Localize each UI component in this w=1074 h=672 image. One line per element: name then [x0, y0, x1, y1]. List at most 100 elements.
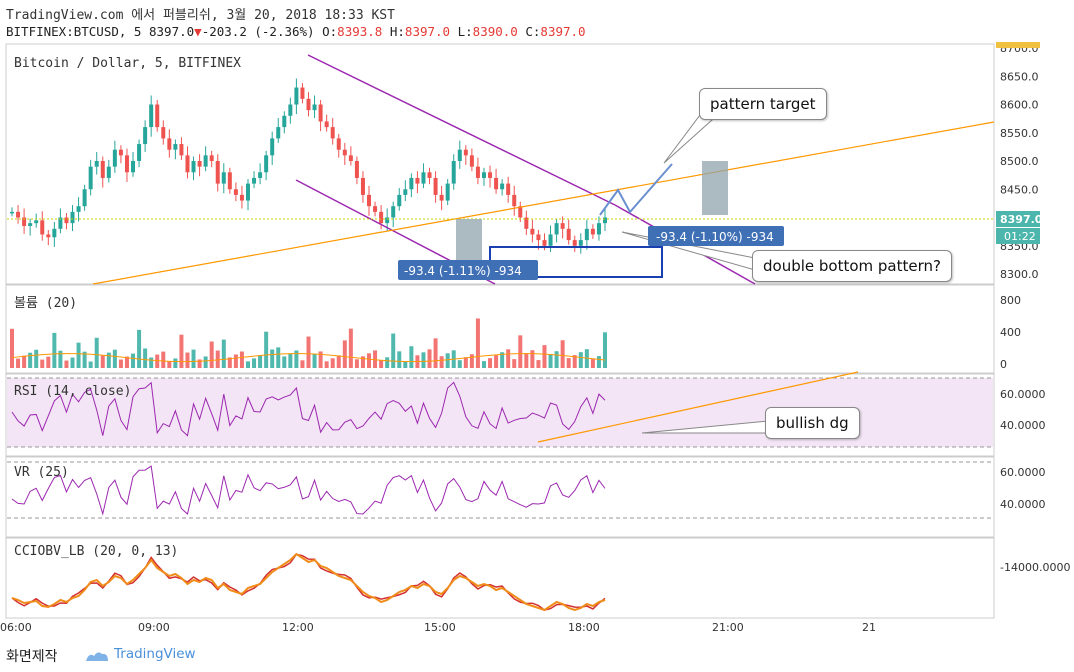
volume-bar[interactable]: [82, 351, 87, 368]
volume-bar[interactable]: [191, 349, 196, 368]
candle-body[interactable]: [28, 223, 33, 226]
volume-bar[interactable]: [542, 345, 547, 368]
candle-body[interactable]: [155, 104, 160, 128]
volume-bar[interactable]: [324, 361, 329, 368]
candle-body[interactable]: [282, 115, 287, 128]
candle-body[interactable]: [354, 161, 359, 178]
candle-body[interactable]: [76, 206, 81, 212]
channel-upper-line[interactable]: [307, 54, 616, 206]
candle-body[interactable]: [379, 211, 384, 224]
rsi-trend-line[interactable]: [537, 371, 859, 443]
candle-body[interactable]: [524, 217, 529, 229]
volume-bar[interactable]: [203, 356, 208, 368]
volume-bar[interactable]: [488, 358, 493, 368]
candle-body[interactable]: [106, 166, 111, 178]
chart-svg[interactable]: 8700.08650.08600.08550.08500.08450.08400…: [0, 41, 1074, 641]
volume-bar[interactable]: [161, 351, 166, 368]
volume-bar[interactable]: [300, 360, 305, 368]
volume-bar[interactable]: [469, 354, 474, 368]
candle-body[interactable]: [10, 211, 14, 214]
candle-body[interactable]: [554, 223, 559, 235]
volume-bar[interactable]: [112, 349, 117, 368]
candle-body[interactable]: [451, 161, 456, 184]
candle-body[interactable]: [488, 172, 493, 178]
volume-bar[interactable]: [475, 318, 480, 368]
volume-bar[interactable]: [239, 351, 244, 368]
volume-bar[interactable]: [379, 360, 384, 368]
candle-body[interactable]: [603, 217, 607, 224]
candle-body[interactable]: [312, 104, 317, 111]
volume-bar[interactable]: [52, 332, 57, 368]
candle-body[interactable]: [191, 161, 196, 173]
volume-bar[interactable]: [258, 355, 263, 368]
candle-body[interactable]: [161, 127, 166, 139]
candle-body[interactable]: [397, 194, 402, 207]
volume-bar[interactable]: [16, 358, 21, 368]
candle-body[interactable]: [124, 155, 129, 173]
candle-body[interactable]: [149, 104, 154, 128]
volume-bar[interactable]: [137, 329, 142, 368]
candle-body[interactable]: [336, 138, 341, 150]
volume-bar[interactable]: [149, 357, 154, 368]
volume-bar[interactable]: [548, 354, 553, 368]
candle-body[interactable]: [348, 155, 353, 161]
volume-bar[interactable]: [385, 357, 390, 368]
volume-bar[interactable]: [348, 328, 353, 368]
candle-body[interactable]: [494, 177, 499, 190]
volume-bar[interactable]: [494, 355, 499, 368]
candle-body[interactable]: [512, 194, 517, 207]
candle-body[interactable]: [415, 177, 420, 184]
volume-bar[interactable]: [70, 357, 75, 368]
candle-body[interactable]: [288, 104, 293, 116]
volume-bar[interactable]: [560, 340, 565, 368]
candle-body[interactable]: [542, 240, 547, 246]
candle-body[interactable]: [409, 177, 414, 190]
volume-bar[interactable]: [397, 351, 402, 368]
candle-body[interactable]: [391, 206, 396, 218]
volume-bar[interactable]: [264, 331, 269, 368]
volume-bar[interactable]: [252, 358, 257, 368]
candle-body[interactable]: [318, 104, 323, 122]
candle-body[interactable]: [179, 144, 184, 156]
candle-body[interactable]: [433, 177, 438, 195]
volume-bar[interactable]: [554, 351, 559, 368]
candle-body[interactable]: [330, 127, 335, 139]
candle-body[interactable]: [403, 189, 408, 195]
volume-bar[interactable]: [312, 354, 317, 368]
volume-bar[interactable]: [58, 350, 63, 368]
volume-bar[interactable]: [233, 354, 238, 368]
volume-bar[interactable]: [288, 353, 293, 368]
volume-bar[interactable]: [173, 358, 178, 368]
candle-body[interactable]: [500, 183, 505, 190]
candle-body[interactable]: [173, 144, 178, 150]
candle-body[interactable]: [463, 149, 468, 156]
candle-body[interactable]: [566, 228, 571, 241]
candle-body[interactable]: [94, 161, 99, 167]
candle-body[interactable]: [209, 155, 214, 161]
candle-body[interactable]: [46, 234, 51, 238]
candle-body[interactable]: [16, 211, 21, 218]
volume-bar[interactable]: [518, 335, 523, 368]
candle-body[interactable]: [197, 161, 202, 167]
candle-body[interactable]: [112, 149, 117, 167]
symbol-label[interactable]: BITFINEX:BTCUSD, 5: [6, 24, 142, 39]
volume-bar[interactable]: [439, 356, 444, 368]
candle-body[interactable]: [233, 189, 238, 195]
volume-bar[interactable]: [100, 355, 105, 368]
trend-line[interactable]: [92, 121, 995, 285]
volume-bar[interactable]: [118, 359, 123, 368]
measure-box-left[interactable]: [456, 219, 482, 263]
candle-body[interactable]: [373, 206, 378, 212]
volume-bar[interactable]: [500, 352, 505, 368]
candle-body[interactable]: [360, 177, 365, 195]
candle-body[interactable]: [264, 155, 269, 173]
candle-body[interactable]: [457, 149, 462, 161]
candle-body[interactable]: [276, 127, 281, 139]
candle-body[interactable]: [167, 138, 172, 150]
candle-body[interactable]: [590, 228, 595, 235]
volume-bar[interactable]: [131, 353, 136, 368]
candle-body[interactable]: [306, 98, 311, 111]
candle-body[interactable]: [100, 161, 105, 178]
volume-bar[interactable]: [524, 353, 529, 368]
candle-body[interactable]: [131, 161, 136, 173]
